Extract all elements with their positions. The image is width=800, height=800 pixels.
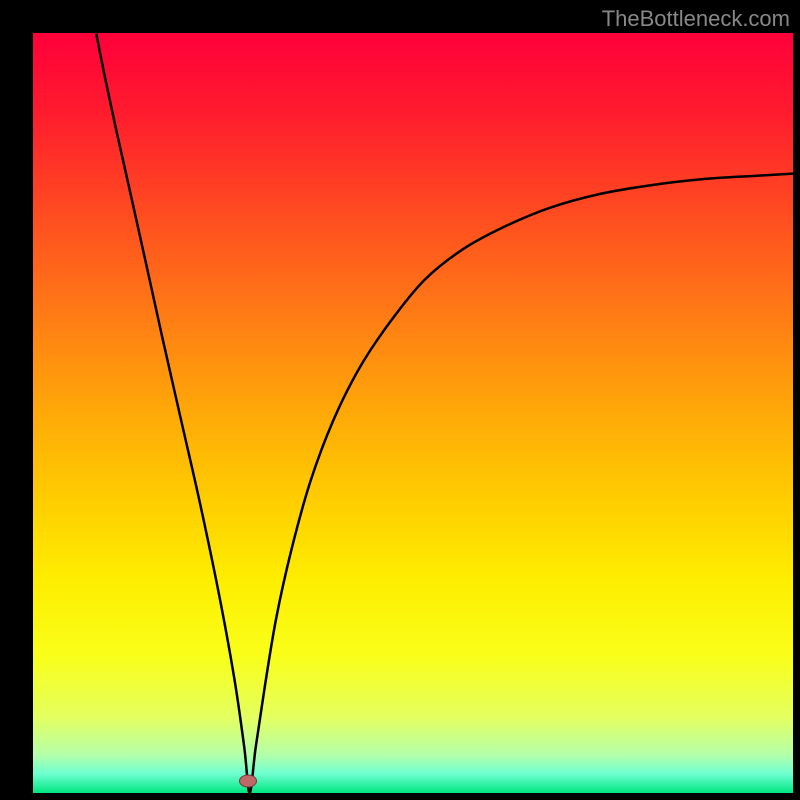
bottleneck-curve — [33, 33, 793, 793]
watermark-text: TheBottleneck.com — [602, 6, 790, 32]
plot-area — [33, 33, 793, 793]
optimum-marker — [239, 774, 257, 787]
